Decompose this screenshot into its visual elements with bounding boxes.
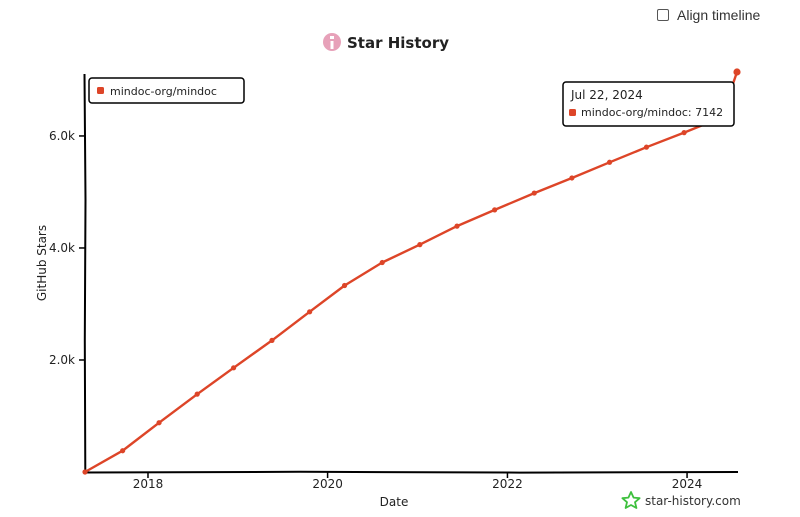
tooltip-series-value: mindoc-org/mindoc: 7142 [581,106,723,119]
data-point [492,207,498,213]
tooltip-swatch [569,109,576,116]
x-axis-line [83,470,739,474]
x-tick-label: 2020 [312,477,343,491]
data-point [681,129,687,136]
align-timeline-checkbox[interactable] [657,9,669,21]
x-ticks: 2018 2020 2022 2024 [133,472,703,491]
data-point [379,259,385,266]
tooltip-box [562,81,735,127]
y-tick-label: 4.0k [49,241,75,255]
series-layer [82,68,741,475]
x-tick-label: 2024 [672,477,703,491]
x-tick-label: 2022 [492,477,523,491]
legend-box [88,77,245,104]
align-timeline-label: Align timeline [677,7,761,23]
data-point [531,190,537,196]
chart-title: Star History [323,33,449,52]
data-point [269,337,275,343]
data-point [606,159,613,165]
chart-title-text: Star History [347,34,449,52]
watermark[interactable]: star-history.com [621,491,741,509]
tooltip-date: Jul 22, 2024 [570,88,643,102]
legend-entry-label: mindoc-org/mindoc [110,85,217,98]
x-tick-label: 2018 [133,477,164,491]
data-point [569,175,575,181]
y-ticks: 2.0k 4.0k 6.0k [49,129,85,367]
data-point [643,144,650,150]
x-axis-label: Date [380,495,409,509]
y-tick-label: 6.0k [49,129,75,143]
data-point [82,469,88,475]
y-axis-line [83,73,87,473]
align-timeline-toggle[interactable]: Align timeline [657,7,760,23]
series-line [83,70,739,474]
star-icon [621,491,641,509]
y-tick-label: 2.0k [49,353,75,367]
tooltip: Jul 22, 2024 mindoc-org/mindoc: 7142 [562,81,735,127]
data-point [194,391,200,397]
data-point [341,282,348,289]
legend-swatch [97,87,104,94]
y-axis-label: GitHub Stars [35,225,49,301]
data-point [156,420,162,426]
data-point [454,223,460,229]
data-point [307,309,313,315]
logo-icon [323,33,341,51]
data-point [733,68,741,76]
axes [83,73,739,474]
legend: mindoc-org/mindoc [88,77,245,104]
data-point [417,242,423,248]
watermark-text: star-history.com [645,494,741,508]
data-point [231,365,237,371]
data-point [120,448,126,454]
